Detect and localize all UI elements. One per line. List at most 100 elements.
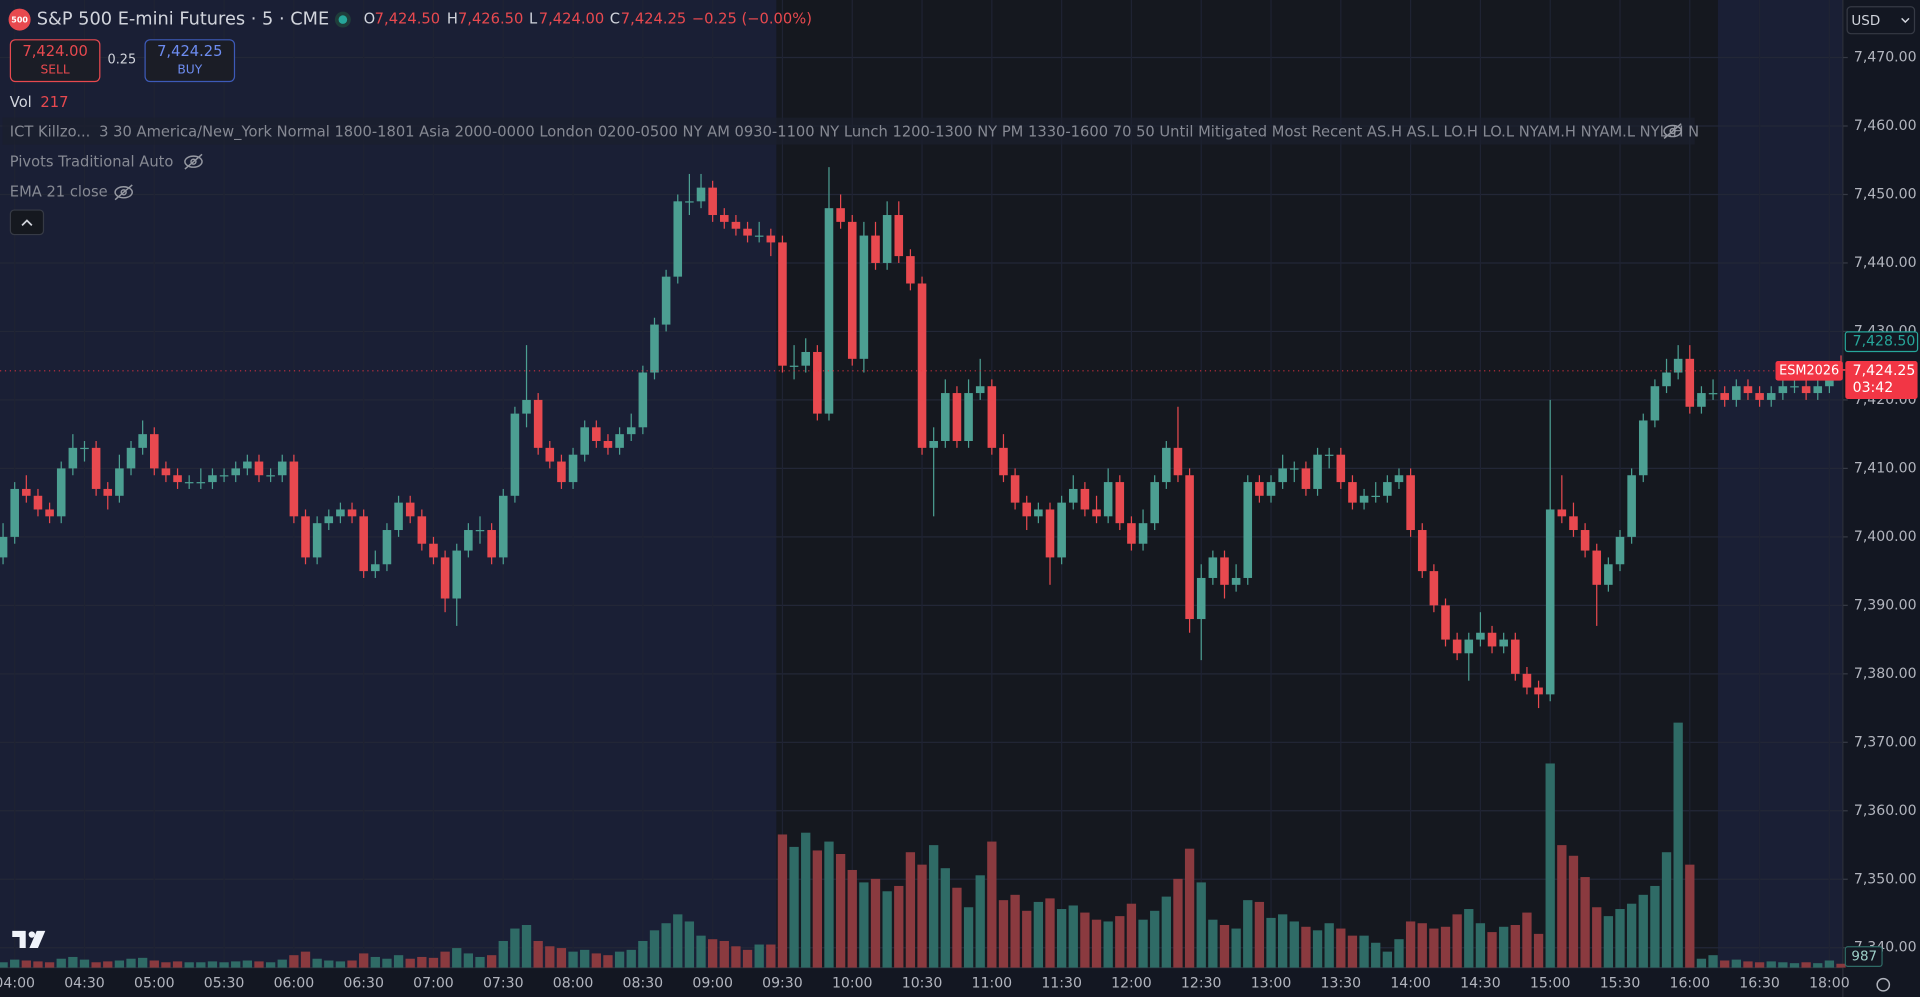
candle-body xyxy=(1255,482,1264,496)
volume-bar xyxy=(1499,926,1509,968)
candle-body xyxy=(394,502,403,531)
volume-bar xyxy=(673,914,683,968)
candle-body xyxy=(1324,454,1334,456)
candle-body xyxy=(615,434,624,448)
y-tick-label: 7,440.00 xyxy=(1854,255,1917,271)
volume-bar xyxy=(126,958,136,968)
badge-text: 500 xyxy=(11,16,28,25)
x-tick-label: 16:00 xyxy=(1670,976,1711,992)
indicator-name[interactable]: EMA 21 close xyxy=(10,183,108,200)
candle-body xyxy=(464,530,473,551)
candle-body xyxy=(1243,482,1253,578)
indicator-name[interactable]: Pivots Traditional Auto xyxy=(10,153,174,170)
candle-body xyxy=(33,495,43,510)
candle-body xyxy=(650,324,659,373)
volume-bar xyxy=(1231,928,1241,968)
candle-body xyxy=(1266,482,1276,496)
volume-bar xyxy=(1545,763,1555,968)
volume-bar xyxy=(1661,852,1672,968)
volume-legend-label: Vol xyxy=(10,94,32,111)
y-tick-label: 7,390.00 xyxy=(1854,597,1917,613)
volume-bar xyxy=(44,962,55,968)
volume-bar xyxy=(952,887,962,968)
volume-bar xyxy=(172,961,183,968)
candle-body xyxy=(1196,577,1206,620)
candle-body xyxy=(184,482,194,484)
volume-bar xyxy=(1405,921,1416,968)
candle-body xyxy=(1371,495,1380,498)
currency: USD xyxy=(1851,13,1880,29)
candle-body xyxy=(219,475,229,477)
candle-body xyxy=(708,187,717,216)
volume-bar xyxy=(1778,962,1788,968)
header: 500 S&P 500 E-mini Futures · 5 · CME O 7… xyxy=(2,6,1916,992)
visibility-icon[interactable] xyxy=(1663,123,1682,139)
volume-bar xyxy=(486,955,497,968)
candle-body xyxy=(673,201,683,277)
candle-body xyxy=(405,502,415,517)
sell-button[interactable] xyxy=(9,39,101,83)
indicator-row[interactable] xyxy=(2,117,1695,145)
candle-body xyxy=(1092,509,1101,517)
candle-body xyxy=(975,386,985,394)
candle-body xyxy=(1231,577,1241,585)
volume-bar xyxy=(684,921,695,968)
volume-bar xyxy=(1440,926,1451,968)
x-tick-label: 06:00 xyxy=(274,976,315,992)
volume-bar xyxy=(1266,917,1276,968)
volume-bar xyxy=(754,944,764,968)
volume-bar xyxy=(289,955,299,968)
candle-body xyxy=(487,530,496,558)
last-price-label: 7,424.25 xyxy=(1853,363,1916,379)
volume-bar xyxy=(265,962,276,968)
tv-logo[interactable] xyxy=(12,930,46,949)
candle-body xyxy=(1697,393,1706,407)
volume-bar xyxy=(1487,932,1497,968)
x-tick-label: 08:30 xyxy=(623,976,664,992)
candle-body xyxy=(1662,372,1671,387)
candle-body xyxy=(266,475,275,477)
currency-button[interactable] xyxy=(1846,6,1916,35)
candle-body xyxy=(243,461,252,469)
candle-body xyxy=(813,351,822,414)
visibility-icon[interactable] xyxy=(184,153,203,170)
candle-body xyxy=(1103,482,1113,517)
volume-bar xyxy=(1603,916,1614,968)
x-tick-label: 15:30 xyxy=(1600,976,1641,992)
candle-body xyxy=(941,393,950,442)
candle-body xyxy=(952,393,962,442)
candle-body xyxy=(906,256,915,284)
candle-body xyxy=(1057,502,1066,558)
buy-button[interactable] xyxy=(144,39,236,83)
legend-value: 7,424.25 xyxy=(621,11,686,28)
price-tag xyxy=(1844,331,1919,353)
volume-bar xyxy=(161,962,171,968)
visibility-icon[interactable] xyxy=(114,184,133,201)
candle-body xyxy=(254,461,264,476)
volume-bar xyxy=(870,878,881,968)
candle-body xyxy=(1313,454,1322,489)
price-axis xyxy=(1842,0,1920,997)
candle-body xyxy=(1383,482,1392,496)
candle-body xyxy=(999,447,1008,476)
legend-key: C xyxy=(610,11,620,28)
x-tick-label: 06:30 xyxy=(343,976,384,992)
price-tag-label: 7,428.50 xyxy=(1853,334,1916,350)
volume-bar xyxy=(987,841,997,968)
volume-bar xyxy=(661,923,671,968)
settings-icon[interactable] xyxy=(1876,977,1891,992)
candle-body xyxy=(1464,639,1474,654)
collapse-button[interactable] xyxy=(9,209,45,236)
volume-bar xyxy=(1766,961,1776,968)
candles xyxy=(0,167,1846,709)
volume-bar xyxy=(533,940,543,968)
symbol-title[interactable]: S&P 500 E-mini Futures · 5 · CME xyxy=(37,10,329,30)
volume-tag xyxy=(1844,946,1883,967)
volume-bar xyxy=(114,960,125,968)
y-tick-label: 7,370.00 xyxy=(1854,734,1917,750)
symbol-badge[interactable] xyxy=(8,8,31,31)
candle-body xyxy=(1290,468,1299,470)
volume-bar xyxy=(1184,848,1195,968)
candle-body xyxy=(1010,475,1020,503)
candle-body xyxy=(1138,523,1148,544)
